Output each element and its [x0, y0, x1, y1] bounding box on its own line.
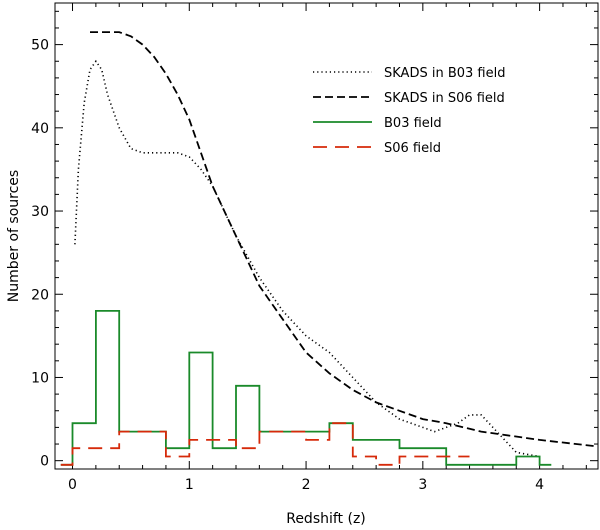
- x-tick-label: 0: [68, 477, 77, 493]
- y-tick-label: 40: [31, 121, 49, 137]
- series-line-2: [60, 309, 552, 466]
- y-axis-label: Number of sources: [6, 170, 22, 302]
- series-line-3: [60, 422, 470, 466]
- series-line-1: [90, 31, 599, 448]
- legend-label-0: SKADS in B03 field: [384, 66, 505, 81]
- x-tick-label: 4: [535, 477, 544, 493]
- y-tick-label: 30: [31, 204, 49, 220]
- x-tick-label: 3: [418, 477, 427, 493]
- legend-label-3: S06 field: [384, 141, 441, 156]
- legend-label-2: B03 field: [384, 116, 442, 131]
- y-tick-label: 20: [31, 287, 49, 303]
- series-line-0: [74, 59, 540, 458]
- plot-frame: [54, 2, 599, 470]
- x-tick-label: 1: [185, 477, 194, 493]
- legend: SKADS in B03 field SKADS in S06 field B03 …: [313, 66, 505, 156]
- y-tick-label: 0: [40, 454, 49, 470]
- x-tick-label: 2: [302, 477, 311, 493]
- series: [60, 31, 599, 466]
- legend-label-1: SKADS in S06 field: [384, 91, 505, 106]
- x-axis-label: Redshift (z): [286, 511, 366, 527]
- y-tick-label: 50: [31, 38, 49, 54]
- y-tick-label: 10: [31, 370, 49, 386]
